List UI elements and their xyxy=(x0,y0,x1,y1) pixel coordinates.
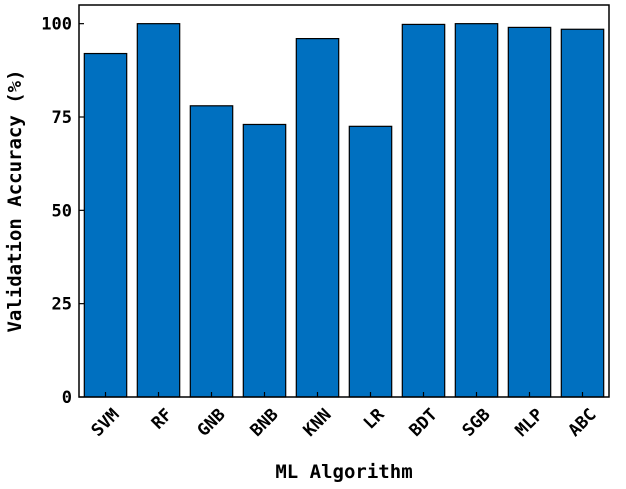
y-tick-label-0: 0 xyxy=(62,388,72,408)
y-axis-label: Validation Accuracy (%) xyxy=(4,69,26,332)
x-tick-label-sgb: SGB xyxy=(459,405,495,441)
x-tick-label-lr: LR xyxy=(360,404,389,433)
x-tick-label-mlp: MLP xyxy=(512,405,548,441)
plot-frame xyxy=(78,4,610,398)
x-tick-label-bnb: BNB xyxy=(247,405,283,441)
bar-svm xyxy=(83,52,128,398)
x-tick-label-rf: RF xyxy=(148,405,177,434)
y-tick-label-50: 50 xyxy=(52,201,72,221)
bars-group xyxy=(83,23,605,398)
bar-mlp xyxy=(507,26,552,398)
y-tick-label-75: 75 xyxy=(52,108,72,128)
x-tick-label-gnb: GNB xyxy=(194,405,230,441)
bar-rf xyxy=(136,23,181,398)
x-tick-label-abc: ABC xyxy=(565,405,601,441)
bar-knn xyxy=(295,37,340,398)
x-tick-label-knn: KNN xyxy=(300,405,336,441)
x-tick-label-svm: SVM xyxy=(88,405,124,441)
x-axis-ticks: SVM RF GNB BNB KNN LR BDT SGB MLP ABC xyxy=(88,392,601,441)
bar-lr xyxy=(348,125,393,398)
bar-gnb xyxy=(189,105,234,398)
y-tick-label-25: 25 xyxy=(52,295,72,315)
bar-abc xyxy=(560,28,605,398)
y-axis-ticks: 0 25 50 75 100 xyxy=(41,15,84,408)
bar-bnb xyxy=(242,123,287,398)
x-axis-label: ML Algorithm xyxy=(275,461,412,483)
bar-sgb xyxy=(454,23,499,398)
bar-bdt xyxy=(401,23,446,398)
y-tick-label-100: 100 xyxy=(41,15,72,35)
x-tick-label-bdt: BDT xyxy=(406,405,442,441)
